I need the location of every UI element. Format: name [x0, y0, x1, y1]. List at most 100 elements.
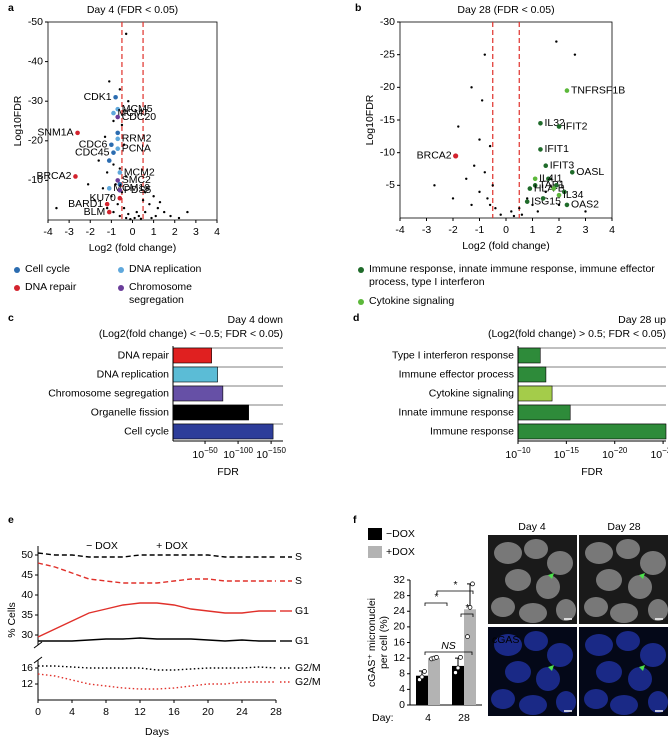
data-point: [143, 191, 147, 194]
x-axis-label: Log2 (fold change): [89, 242, 177, 254]
data-point: [118, 167, 122, 170]
data-point: [124, 32, 128, 36]
axis-break: [33, 641, 43, 649]
data-point: [133, 216, 136, 220]
panel-letter: a: [8, 2, 14, 14]
y-tick-label: -15: [380, 114, 395, 126]
replicate-point: [458, 654, 463, 660]
bar: [517, 404, 571, 421]
y-tick-label: -50: [28, 16, 43, 28]
x-tick-label: 10−150: [256, 446, 286, 461]
x-tick-label: 3: [193, 226, 199, 238]
nucleus: [610, 695, 638, 715]
data-point: [453, 153, 459, 159]
data-point: [488, 144, 492, 148]
series-label: G1: [295, 635, 309, 647]
bar: [172, 423, 274, 440]
data-point: [118, 88, 122, 91]
data-point: [127, 100, 130, 103]
x-tick-label: 10−15: [554, 446, 580, 461]
nucleus: [616, 539, 640, 559]
category-label: Cytokine signaling: [429, 387, 514, 399]
data-point: [115, 106, 121, 112]
data-point: [112, 163, 115, 166]
data-point: [129, 218, 132, 221]
bar: [172, 404, 249, 421]
y-tick-label: -5: [386, 179, 395, 191]
data-point: [478, 190, 481, 194]
nucleus: [585, 634, 613, 656]
data-point: [169, 214, 172, 218]
y-axis-label: per cell (%): [378, 616, 390, 669]
bar: [452, 665, 464, 705]
y-tick-label: 16: [21, 662, 33, 674]
x-tick-label: 10−50: [192, 446, 218, 461]
data-point: [122, 143, 126, 146]
category-label: Chromosome segregation: [48, 387, 169, 399]
legend-label: Immune response, innate immune response,…: [369, 263, 655, 288]
nucleus: [536, 575, 560, 599]
category-axis-label: Day:: [372, 712, 394, 724]
point-label: RRM2: [122, 133, 152, 145]
data-point: [573, 53, 577, 56]
significance-bracket: [460, 613, 474, 617]
data-point: [118, 214, 122, 218]
data-point: [113, 94, 118, 100]
data-point: [494, 207, 497, 210]
data-point: [488, 203, 492, 207]
data-point: [483, 53, 486, 56]
data-point: [108, 80, 111, 83]
x-axis-label: Log2 (fold change): [462, 240, 550, 252]
data-point: [562, 189, 567, 195]
series-line: [38, 637, 276, 642]
bar: [416, 675, 428, 705]
x-tick-label: -1: [107, 226, 116, 238]
nucleus: [547, 643, 573, 667]
x-tick-label: 3: [583, 224, 589, 236]
data-point: [483, 171, 486, 174]
replicate-point: [453, 670, 458, 675]
chart-title: Day 28 (FDR < 0.05): [457, 4, 554, 16]
data-point: [117, 182, 123, 187]
replicate-point: [470, 581, 475, 587]
data-point: [109, 142, 114, 148]
y-tick-label: 12: [393, 652, 405, 664]
y-axis-label: % Cells: [6, 602, 18, 638]
nucleus: [596, 661, 622, 683]
data-point: [143, 210, 147, 214]
series-line: [37, 602, 276, 638]
nucleus: [494, 634, 522, 656]
x-tick-label: 10−10: [505, 446, 531, 461]
legend-label: −DOX: [386, 528, 415, 540]
point-label: IL34: [563, 189, 584, 201]
data-point: [451, 197, 455, 200]
data-point: [526, 197, 529, 200]
series-label: S: [295, 575, 302, 587]
y-tick-label: 24: [393, 605, 405, 617]
nucleus: [505, 661, 531, 683]
nucleus: [505, 569, 531, 591]
y-tick-label: 32: [393, 574, 405, 586]
data-point: [110, 195, 113, 198]
category-label: DNA replication: [97, 368, 170, 380]
point-label: MCM7: [117, 107, 148, 119]
point-label: OASL: [576, 166, 604, 178]
y-tick-label: 0: [399, 699, 405, 711]
bar: [428, 658, 440, 705]
data-point: [177, 216, 181, 220]
y-tick-label: 50: [21, 549, 33, 561]
data-point: [86, 183, 90, 186]
nucleus: [491, 597, 515, 617]
replicate-point: [455, 665, 461, 671]
nucleus: [584, 597, 608, 617]
legend-label: DNA replication: [129, 263, 202, 275]
category-label: DNA repair: [118, 349, 170, 361]
point-label: IL32: [544, 117, 565, 129]
data-point: [106, 209, 112, 215]
nucleus: [628, 667, 652, 691]
x-tick-label: 0: [35, 706, 41, 718]
bar: [517, 423, 667, 440]
data-point: [564, 202, 570, 208]
